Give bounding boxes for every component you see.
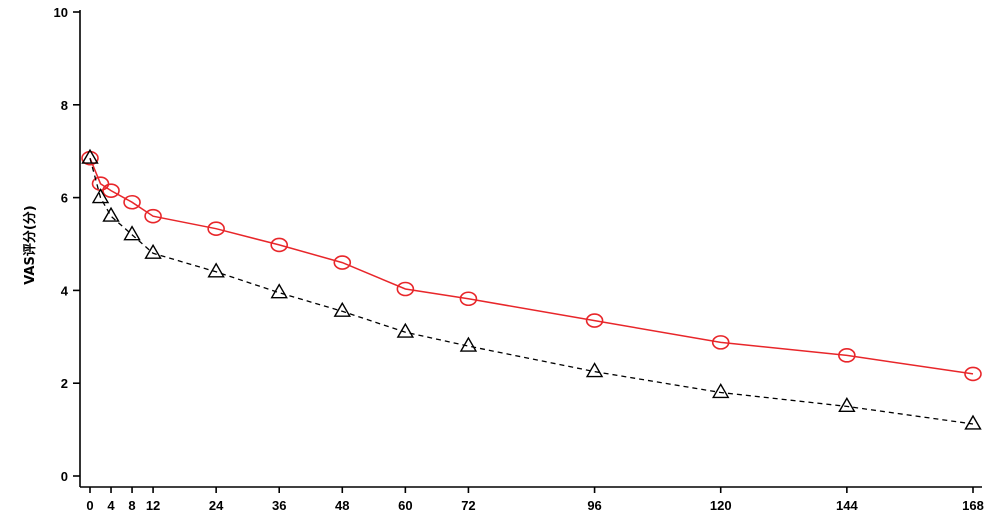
data-point-circle — [81, 150, 99, 166]
data-point-circle — [585, 313, 604, 328]
data-point-triangle — [102, 206, 120, 222]
data-point-circle — [396, 281, 415, 297]
y-tick-label: 0 — [61, 469, 68, 484]
x-tick-label: 24 — [209, 498, 224, 513]
x-tick-label: 12 — [146, 498, 160, 513]
x-tick-label: 72 — [461, 498, 475, 513]
x-tick-label: 120 — [710, 498, 732, 513]
x-tick-label: 48 — [335, 498, 349, 513]
y-tick-label: 6 — [61, 191, 68, 206]
x-tick-label: 144 — [836, 498, 858, 513]
data-point-triangle — [396, 322, 415, 338]
x-tick-label: 96 — [587, 498, 601, 513]
data-point-triangle — [459, 336, 478, 352]
y-tick-label: 10 — [54, 5, 68, 20]
x-tick-label: 60 — [398, 498, 412, 513]
data-point-circle — [123, 194, 141, 210]
data-point-circle — [964, 366, 982, 382]
data-point-circle — [102, 183, 120, 198]
data-point-circle — [711, 335, 730, 350]
x-tick-label: 36 — [272, 498, 286, 513]
data-point-circle — [459, 291, 478, 307]
data-point-triangle — [585, 362, 604, 378]
data-point-circle — [333, 255, 352, 270]
series-layer — [81, 148, 982, 430]
data-point-circle — [270, 237, 289, 253]
data-point-circle — [207, 221, 225, 236]
data-point-triangle — [144, 243, 162, 259]
data-point-triangle — [838, 396, 856, 413]
series-2 — [81, 148, 982, 430]
data-point-triangle — [270, 283, 288, 299]
y-axis-title: VAS评分(分) — [22, 205, 38, 285]
data-point-circle — [838, 348, 856, 363]
x-tick-label: 4 — [107, 498, 115, 513]
data-point-triangle — [91, 188, 110, 204]
series-line — [89, 158, 974, 425]
data-point-triangle — [333, 301, 351, 317]
data-point-circle — [144, 208, 162, 224]
data-point-triangle — [207, 262, 225, 278]
data-point-triangle — [964, 414, 982, 430]
series-line — [89, 157, 974, 375]
x-tick-label: 0 — [86, 498, 93, 513]
data-point-triangle — [81, 148, 99, 164]
y-tick-label: 2 — [61, 376, 68, 391]
x-tick-label: 168 — [962, 498, 984, 513]
y-tick-label: 8 — [61, 98, 68, 113]
data-point-triangle — [712, 383, 730, 399]
y-tick-label: 4 — [61, 283, 69, 298]
x-tick-label: 8 — [128, 498, 135, 513]
data-point-triangle — [123, 225, 141, 241]
